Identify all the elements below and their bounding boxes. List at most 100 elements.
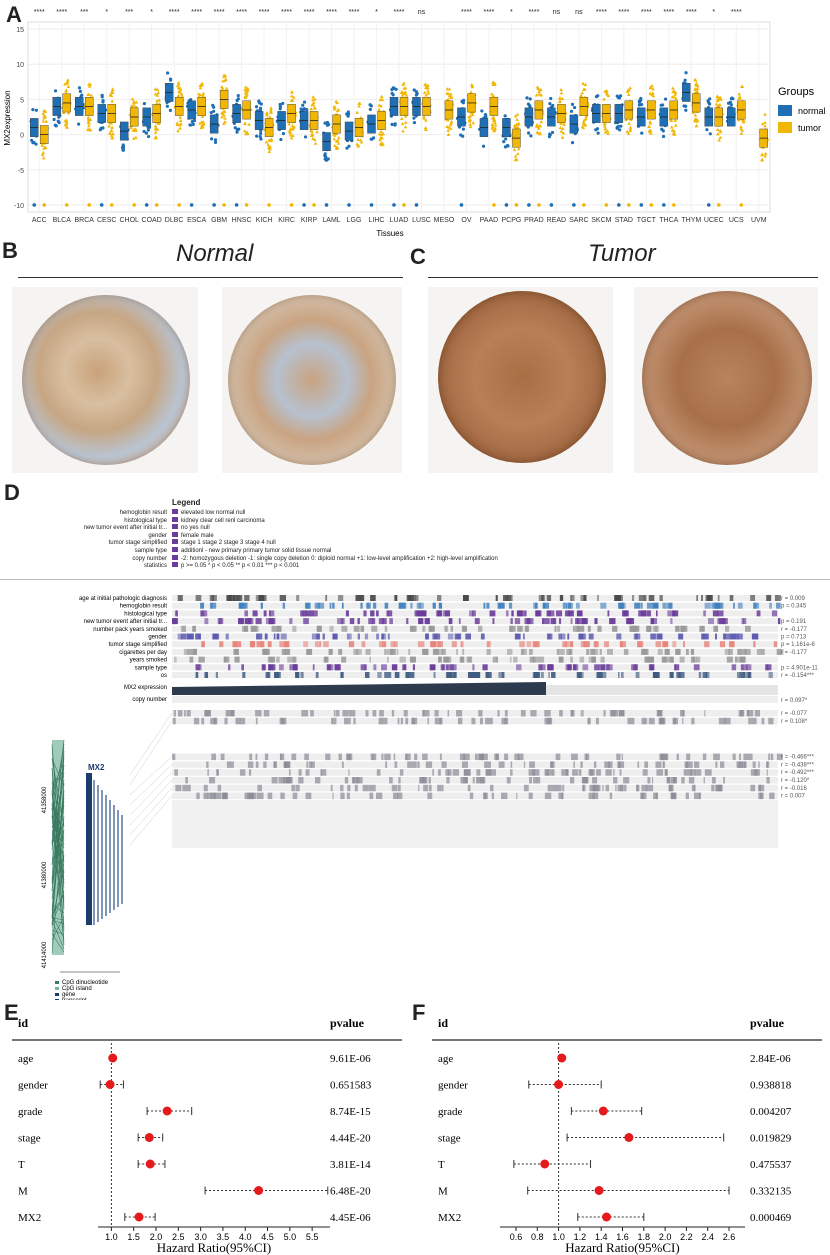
- methylation-cell: [220, 753, 225, 761]
- significance-label: ****: [731, 9, 742, 16]
- connector-line: [129, 787, 173, 836]
- normal-point: [53, 123, 57, 127]
- track-cell: [258, 595, 265, 601]
- significance-label: *: [105, 9, 108, 16]
- track-cell: [529, 656, 536, 663]
- methylation-cell: [617, 784, 623, 792]
- tumor-point: [718, 130, 723, 134]
- methylation-cell: [647, 777, 651, 784]
- methylation-cell: [267, 792, 273, 800]
- normal-point: [168, 108, 173, 112]
- track-cell: [640, 602, 643, 609]
- tumor-point: [379, 129, 383, 133]
- tumor-point: [288, 133, 293, 137]
- row-id: age: [438, 1053, 453, 1065]
- methylation-cell: [758, 761, 760, 768]
- methylation-cell: [236, 717, 241, 725]
- track-cell: [361, 641, 366, 648]
- genome-coord: 41414000: [42, 941, 48, 968]
- tumor-point: [43, 115, 48, 119]
- tumor-point: [379, 104, 383, 108]
- methylation-cell: [648, 717, 655, 725]
- methylation-cell: [656, 769, 664, 776]
- methylation-cell: [682, 717, 684, 725]
- methylation-cell: [332, 792, 334, 800]
- methylation-cell: [616, 753, 621, 761]
- tumor-point: [672, 95, 677, 99]
- tumor-point: [334, 132, 339, 136]
- tumor-point: [108, 131, 112, 135]
- normal-outlier: [617, 203, 621, 207]
- normal-outlier: [459, 203, 464, 207]
- tumor-point: [400, 121, 405, 126]
- track-label: histological type: [124, 611, 167, 617]
- track-cell: [410, 602, 413, 609]
- track-cell: [562, 641, 568, 648]
- normal-point: [368, 107, 372, 112]
- normal-point: [529, 134, 533, 138]
- tumor-point: [40, 152, 45, 157]
- normal-point: [548, 102, 552, 106]
- significance-label: ****: [528, 9, 539, 16]
- track-cell: [468, 656, 473, 663]
- track-cell: [489, 610, 496, 617]
- tumor-point: [109, 133, 114, 137]
- row-id: T: [18, 1159, 25, 1171]
- track-cell: [219, 641, 224, 648]
- bottom-legend-swatch: [55, 999, 59, 1000]
- tumor-point: [426, 91, 431, 95]
- methylation-cell: [746, 710, 754, 717]
- hr-point: [254, 1186, 264, 1195]
- track-cell: [575, 625, 580, 632]
- expression-bar: [172, 682, 546, 695]
- methylation-cell: [305, 792, 312, 800]
- tumor-point: [650, 84, 654, 88]
- significance-label: ****: [394, 9, 405, 16]
- normal-outlier: [527, 203, 531, 207]
- methylation-cell: [561, 769, 569, 776]
- tumor-point: [535, 130, 540, 134]
- methylation-cell: [445, 769, 449, 776]
- tumor-point: [244, 88, 249, 92]
- tumor-point: [290, 124, 295, 128]
- row-pvalue: 2.84E-06: [750, 1053, 791, 1065]
- tumor-point: [153, 87, 158, 91]
- track-cell: [501, 672, 505, 678]
- track-cell: [328, 648, 332, 655]
- methylation-cell: [201, 717, 205, 725]
- tumor-point: [739, 126, 743, 131]
- tumor-point: [559, 129, 564, 133]
- track-cell: [424, 618, 427, 625]
- methylation-cell: [589, 784, 595, 792]
- tumor-point: [311, 100, 316, 104]
- track-cell: [276, 633, 280, 640]
- tumor-point: [109, 128, 114, 132]
- track-cell: [588, 656, 592, 663]
- track-stat: p = 0.191: [781, 619, 807, 625]
- tumor-point: [534, 93, 539, 97]
- methylation-stat: r = -0.077: [781, 711, 808, 717]
- x-tick-label: CHOL: [119, 217, 139, 224]
- methylation-cell: [588, 717, 591, 725]
- track-cell: [567, 633, 570, 640]
- track-cell: [209, 602, 217, 609]
- tumor-point: [378, 138, 382, 142]
- methylation-cell: [354, 784, 358, 792]
- track-cell: [597, 625, 602, 632]
- track-cell: [635, 672, 640, 678]
- track-cell: [338, 648, 343, 655]
- methylation-cell: [743, 753, 748, 761]
- methylation-cell: [182, 784, 190, 792]
- track-cell: [244, 595, 250, 601]
- tumor-point: [108, 93, 113, 97]
- track-cell: [233, 641, 235, 648]
- tumor-point: [539, 119, 544, 124]
- track-cell: [271, 625, 278, 632]
- methylation-cell: [347, 784, 351, 792]
- track-cell: [726, 656, 733, 663]
- tumor-point: [604, 89, 609, 93]
- tumor-point: [628, 127, 633, 131]
- normal-point: [142, 129, 146, 134]
- tumor-point: [423, 125, 428, 130]
- y-tick-label: 5: [20, 97, 24, 104]
